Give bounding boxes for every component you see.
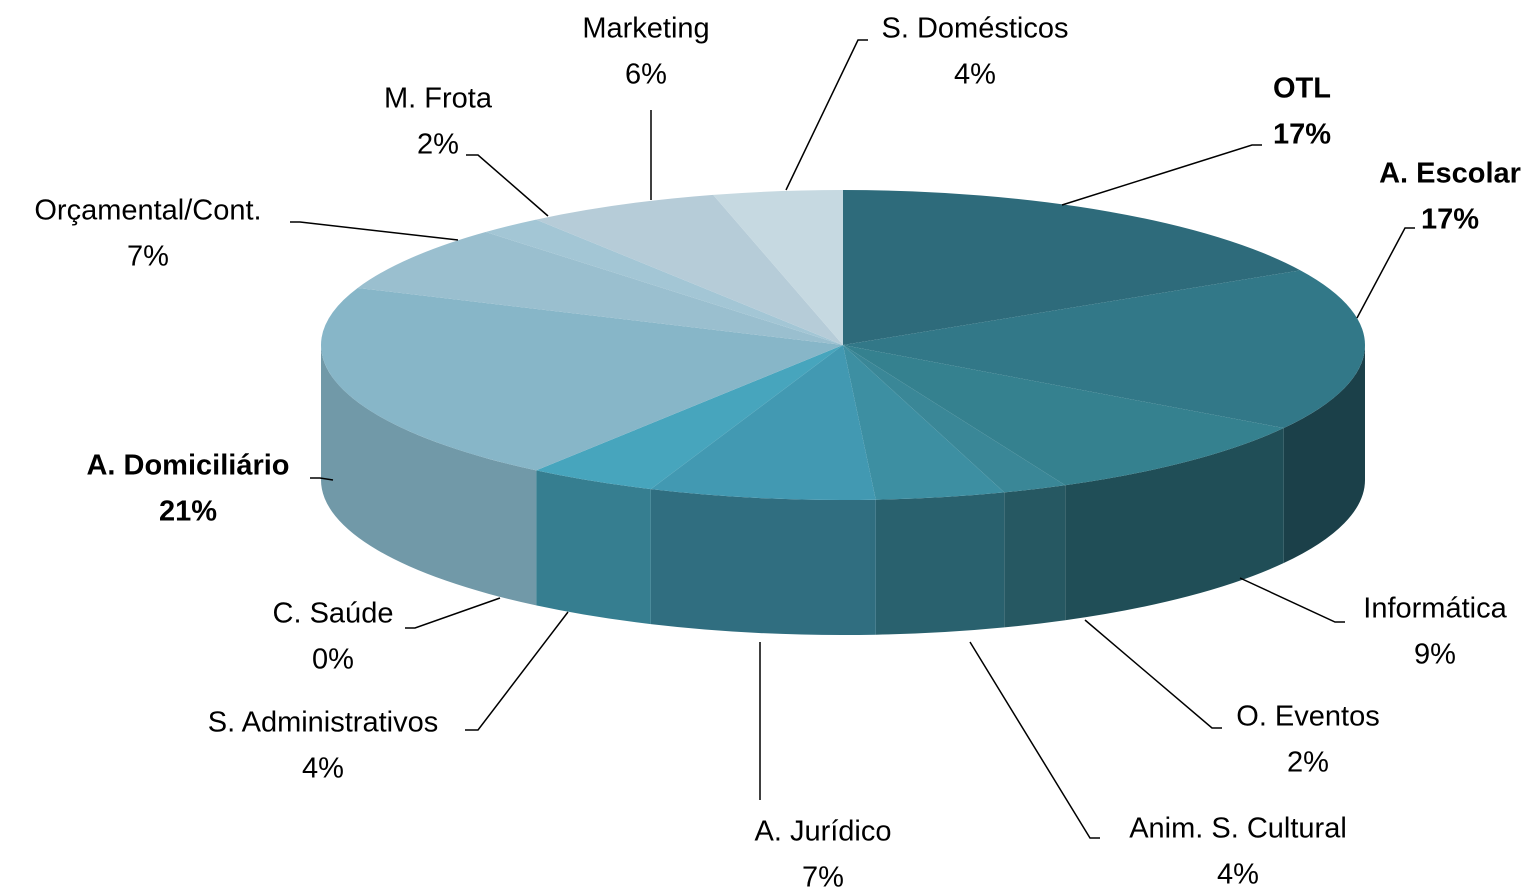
slice-side bbox=[321, 345, 537, 606]
slice-label: C. Saúde bbox=[273, 598, 394, 630]
slice bbox=[536, 194, 843, 345]
slice-value-label: 7% bbox=[127, 241, 169, 273]
leader-line bbox=[1239, 577, 1345, 623]
leader-line bbox=[969, 641, 1100, 839]
slice-value-label: 4% bbox=[1217, 859, 1259, 891]
slice-label: Informática bbox=[1363, 593, 1507, 625]
leader-line bbox=[290, 221, 459, 241]
slice bbox=[536, 345, 843, 490]
slice-label: A. Jurídico bbox=[755, 816, 892, 848]
leader-line bbox=[1061, 144, 1262, 206]
slice bbox=[843, 345, 1066, 493]
slice-value-label: 7% bbox=[802, 862, 844, 891]
slice bbox=[843, 270, 1365, 429]
leader-line bbox=[405, 597, 501, 629]
slice bbox=[320, 287, 843, 471]
slice-label: A. Domiciliário bbox=[86, 450, 289, 482]
slice-label: O. Eventos bbox=[1236, 701, 1379, 733]
slice-label: Orçamental/Cont. bbox=[34, 195, 261, 227]
slice-value-label: 0% bbox=[312, 644, 354, 676]
slice-label: M. Frota bbox=[384, 83, 493, 115]
slice-label: S. Administrativos bbox=[208, 707, 438, 739]
slice-value-label: 2% bbox=[1287, 747, 1329, 779]
slice-side bbox=[1283, 345, 1365, 564]
slice bbox=[843, 190, 1301, 345]
slice-value-label: 2% bbox=[417, 129, 459, 161]
slice-value-label: 4% bbox=[302, 753, 344, 785]
slice bbox=[357, 232, 843, 345]
slice-value-label: 17% bbox=[1421, 204, 1479, 236]
slice-side bbox=[1065, 428, 1284, 621]
slice-value-label: 17% bbox=[1273, 119, 1331, 151]
slice-label: A. Escolar bbox=[1379, 158, 1521, 190]
slice bbox=[650, 345, 876, 500]
slice-value-label: 21% bbox=[159, 496, 217, 528]
leader-line bbox=[785, 39, 868, 191]
slice-side bbox=[536, 470, 651, 625]
leader-line bbox=[465, 611, 569, 731]
slice-value-label: 4% bbox=[954, 59, 996, 91]
slice-label: Marketing bbox=[582, 13, 709, 45]
slice-label: OTL bbox=[1273, 73, 1331, 105]
slice-value-label: 9% bbox=[1414, 639, 1456, 671]
leader-line bbox=[1084, 619, 1222, 729]
slice-value-label: 6% bbox=[625, 59, 667, 91]
slice-side bbox=[650, 489, 876, 635]
leader-line bbox=[310, 477, 334, 481]
leader-line bbox=[1356, 227, 1415, 319]
slice bbox=[485, 219, 843, 345]
slice-label: S. Domésticos bbox=[882, 13, 1069, 45]
slice bbox=[713, 190, 843, 345]
slice-label: Anim. S. Cultural bbox=[1129, 813, 1347, 845]
slice bbox=[843, 345, 1005, 500]
leader-line bbox=[466, 154, 549, 217]
slice bbox=[843, 345, 1284, 486]
slice-side bbox=[1004, 485, 1066, 628]
slice-side bbox=[875, 492, 1005, 635]
